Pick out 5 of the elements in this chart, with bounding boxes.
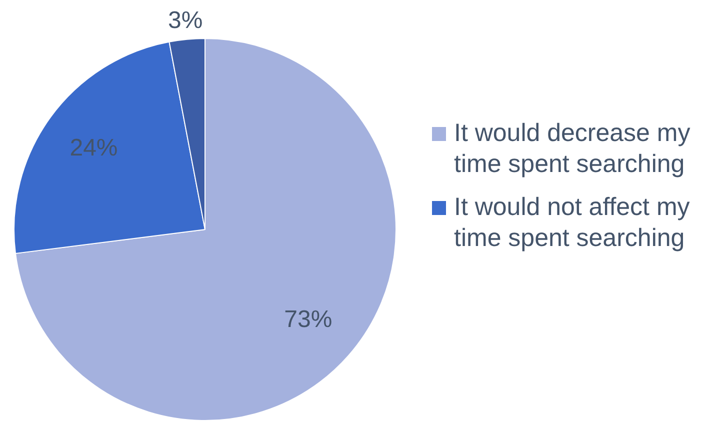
- data-label: 73%: [284, 306, 332, 334]
- legend-label: It would not affect my time spent searching: [454, 192, 691, 254]
- data-label: 3%: [168, 7, 203, 34]
- data-label: 24%: [70, 134, 118, 162]
- legend-label: It would decrease my time spent searching: [454, 118, 692, 180]
